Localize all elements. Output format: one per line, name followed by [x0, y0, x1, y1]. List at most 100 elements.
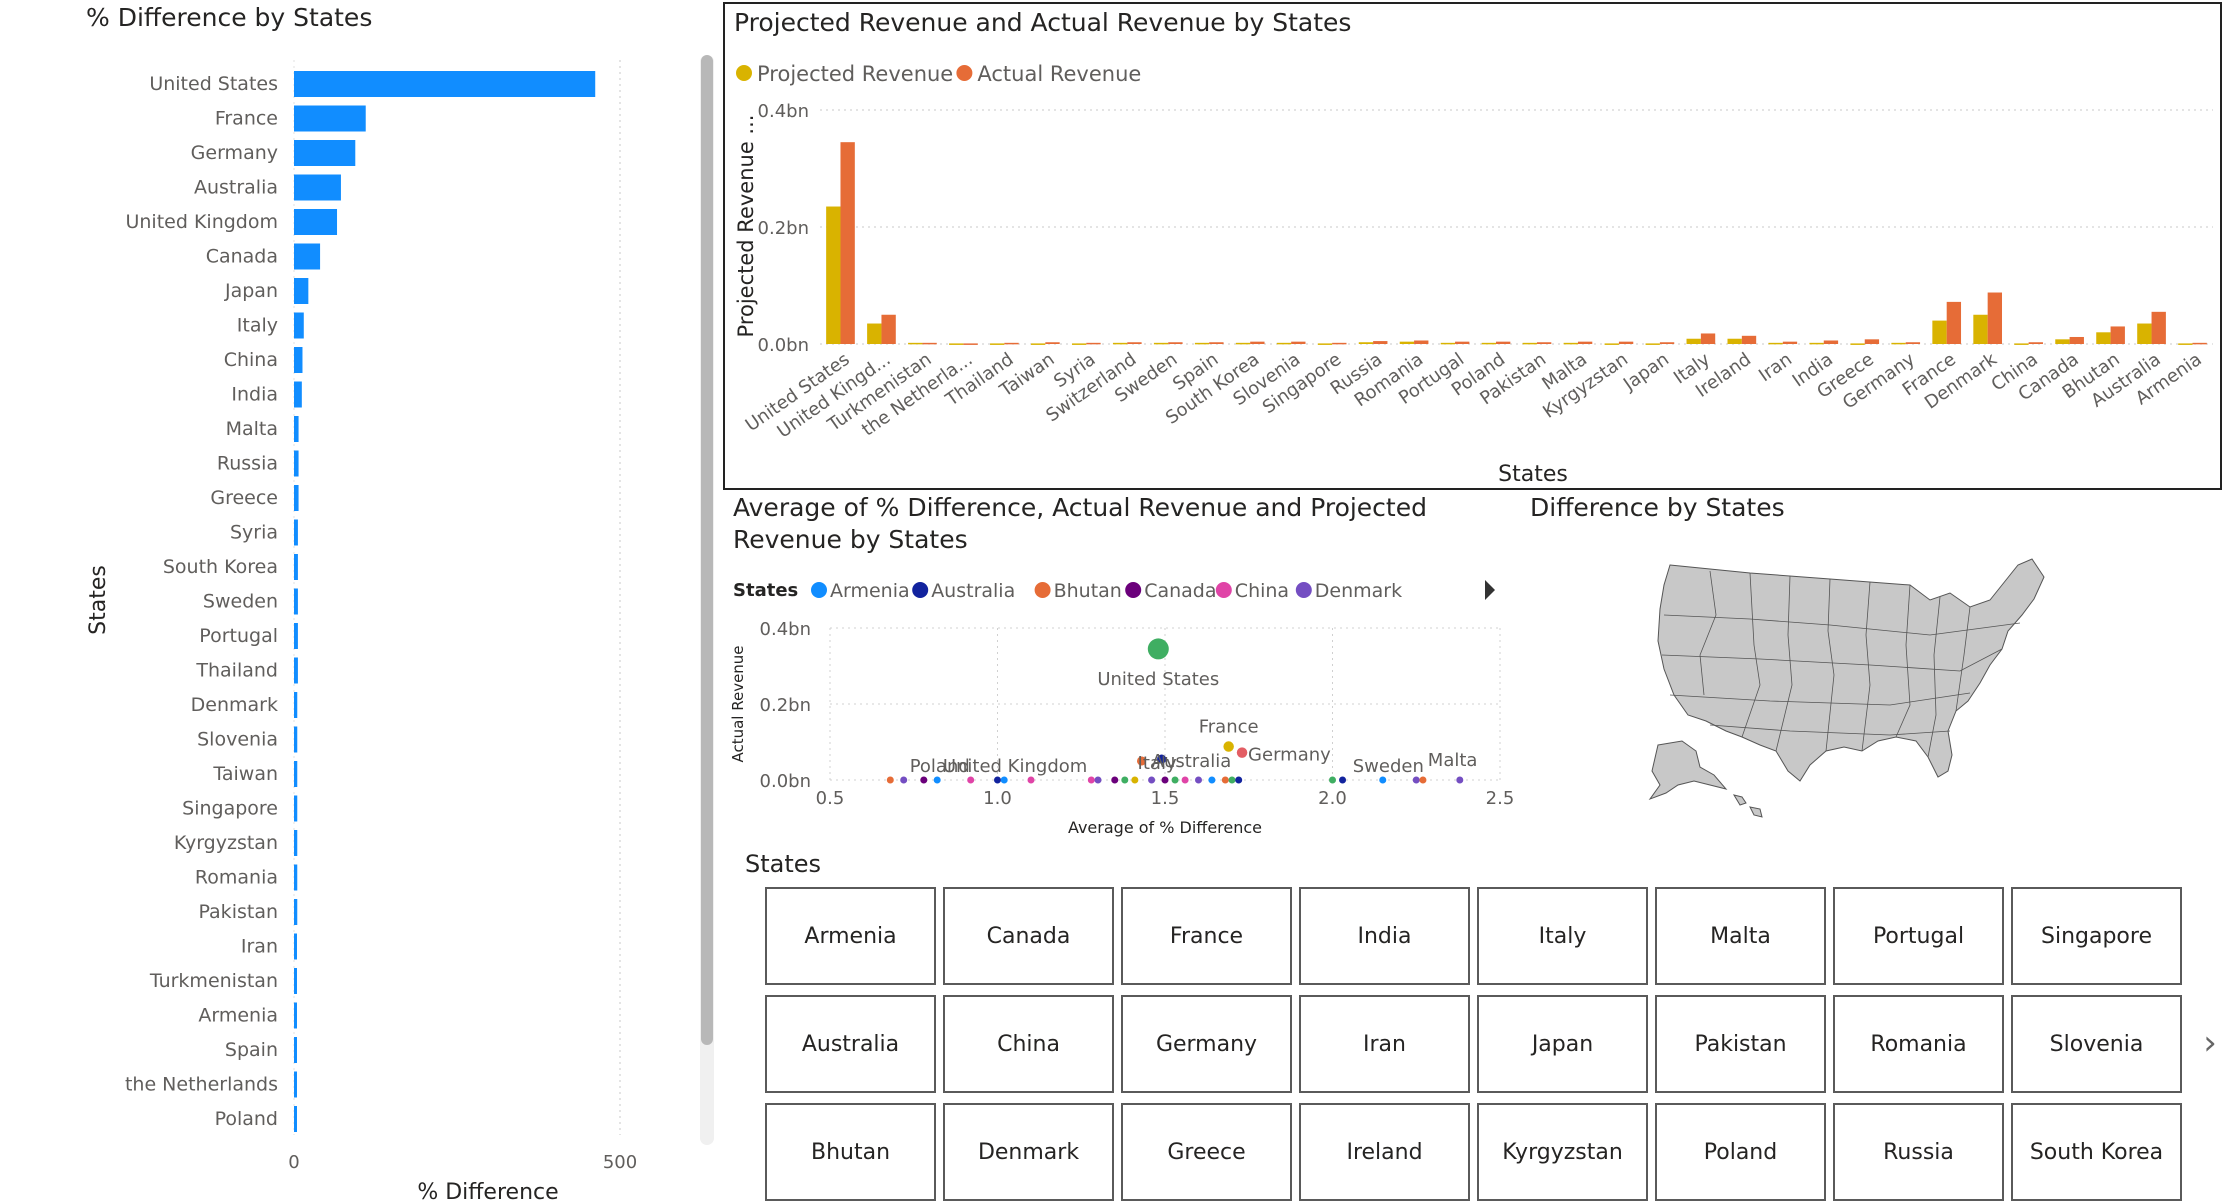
bar-romania[interactable]	[294, 864, 298, 891]
slicer-item-pakistan[interactable]: Pakistan	[1655, 995, 1826, 1093]
column-bar[interactable]	[2178, 343, 2193, 345]
scatter-point[interactable]	[1412, 776, 1420, 784]
bar-germany[interactable]	[294, 140, 356, 166]
column-bar[interactable]	[2137, 323, 2152, 344]
slicer-item-germany[interactable]: Germany	[1121, 995, 1292, 1093]
scatter-point[interactable]	[886, 776, 894, 784]
bar-pakistan[interactable]	[294, 899, 298, 925]
slicer-item-australia[interactable]: Australia	[765, 995, 936, 1093]
column-bar[interactable]	[1194, 342, 1210, 345]
slicer-item-ireland[interactable]: Ireland	[1299, 1103, 1470, 1201]
slicer-item-russia[interactable]: Russia	[1833, 1103, 2004, 1201]
bar-armenia[interactable]	[294, 1002, 297, 1029]
column-bar[interactable]	[1317, 343, 1333, 345]
bar-slovenia[interactable]	[294, 726, 298, 753]
column-bar[interactable]	[1823, 340, 1839, 344]
bar-kyrgyzstan[interactable]	[294, 830, 298, 856]
slicer-item-slovenia[interactable]: Slovenia	[2011, 995, 2182, 1093]
column-bar[interactable]	[826, 206, 841, 344]
scatter-point[interactable]	[1171, 776, 1179, 784]
usa-map[interactable]	[1630, 545, 2070, 825]
scatter-point[interactable]	[1329, 776, 1336, 784]
scatter-point[interactable]	[1181, 776, 1189, 784]
slicer-item-china[interactable]: China	[943, 995, 1114, 1093]
slicer-item-malta[interactable]: Malta	[1655, 887, 1826, 985]
column-bar[interactable]	[1932, 320, 1947, 344]
scrollbar-thumb[interactable]	[701, 55, 713, 1045]
column-bar[interactable]	[1946, 301, 1962, 344]
column-bar[interactable]	[2069, 336, 2084, 344]
scatter-point[interactable]	[1221, 776, 1229, 784]
slicer-item-france[interactable]: France	[1121, 887, 1292, 985]
column-bar[interactable]	[1905, 342, 1921, 344]
column-bar[interactable]	[1235, 342, 1251, 345]
scatter-point[interactable]	[994, 776, 1001, 784]
column-bar[interactable]	[1891, 342, 1906, 345]
scatter-point[interactable]	[1223, 741, 1234, 752]
slicer-item-portugal[interactable]: Portugal	[1833, 887, 2004, 985]
scatter-legend-label[interactable]: Denmark	[1315, 580, 1402, 602]
column-bar[interactable]	[1850, 343, 1865, 345]
column-bar[interactable]	[1004, 342, 1019, 345]
column-bar[interactable]	[840, 142, 855, 344]
column-bar[interactable]	[1659, 342, 1675, 344]
bar-poland[interactable]	[294, 1106, 297, 1132]
bar-greece[interactable]	[294, 485, 299, 511]
scatter-point[interactable]	[967, 776, 975, 784]
bar-chart-scrollbar[interactable]	[700, 55, 714, 1145]
slicer-next-page-icon[interactable]: ›	[2203, 1023, 2217, 1063]
scatter-point[interactable]	[1208, 776, 1216, 784]
column-bar[interactable]	[949, 343, 964, 345]
scatter-point[interactable]	[920, 776, 928, 784]
slicer-item-singapore[interactable]: Singapore	[2011, 887, 2182, 985]
bar-malta[interactable]	[294, 416, 299, 442]
slicer-item-italy[interactable]: Italy	[1477, 887, 1648, 985]
column-bar[interactable]	[1209, 342, 1224, 344]
column-bar[interactable]	[1045, 342, 1060, 344]
slicer-item-japan[interactable]: Japan	[1477, 995, 1648, 1093]
column-bar[interactable]	[922, 342, 937, 345]
column-bar[interactable]	[2192, 342, 2207, 345]
slicer-item-poland[interactable]: Poland	[1655, 1103, 1826, 1201]
bar-denmark[interactable]	[294, 692, 298, 718]
column-bar[interactable]	[2096, 332, 2111, 344]
column-bar[interactable]	[1563, 342, 1578, 345]
column-bar[interactable]	[1440, 342, 1456, 345]
scatter-point[interactable]	[1027, 776, 1035, 784]
column-bar[interactable]	[1782, 341, 1798, 344]
bar-the-netherlands[interactable]	[294, 1071, 297, 1098]
slicer-item-south-korea[interactable]: South Korea	[2011, 1103, 2182, 1201]
bar-turkmenistan[interactable]	[294, 968, 297, 994]
column-bar[interactable]	[1577, 341, 1593, 344]
bar-thailand[interactable]	[294, 657, 298, 684]
bar-china[interactable]	[294, 347, 303, 373]
scatter-point[interactable]	[1157, 754, 1167, 764]
scatter-legend-label[interactable]: Australia	[931, 580, 1015, 602]
column-bar[interactable]	[990, 343, 1005, 345]
column-bar[interactable]	[1291, 341, 1306, 344]
column-bar[interactable]	[1645, 343, 1660, 345]
slicer-item-greece[interactable]: Greece	[1121, 1103, 1292, 1201]
slicer-item-romania[interactable]: Romania	[1833, 995, 2004, 1093]
column-bar[interactable]	[1071, 343, 1087, 345]
column-bar[interactable]	[1768, 342, 1783, 345]
scatter-point[interactable]	[900, 776, 908, 784]
column-bar[interactable]	[867, 323, 882, 344]
column-bar[interactable]	[1373, 341, 1388, 344]
column-bar[interactable]	[1086, 342, 1101, 345]
slicer-item-armenia[interactable]: Armenia	[765, 887, 936, 985]
bar-australia[interactable]	[294, 174, 341, 201]
column-bar[interactable]	[1414, 340, 1429, 344]
column-bar[interactable]	[1168, 342, 1183, 344]
column-bar[interactable]	[1864, 339, 1880, 344]
scatter-point[interactable]	[1161, 776, 1169, 784]
scatter-point[interactable]	[1000, 776, 1008, 784]
column-bar[interactable]	[1618, 341, 1634, 344]
column-bar[interactable]	[1496, 341, 1511, 344]
scatter-point[interactable]	[1195, 776, 1202, 784]
slicer-item-canada[interactable]: Canada	[943, 887, 1114, 985]
column-bar[interactable]	[2055, 339, 2070, 344]
bar-united-kingdom[interactable]	[294, 209, 338, 235]
column-bar[interactable]	[2151, 311, 2166, 344]
column-bar[interactable]	[1522, 342, 1537, 345]
